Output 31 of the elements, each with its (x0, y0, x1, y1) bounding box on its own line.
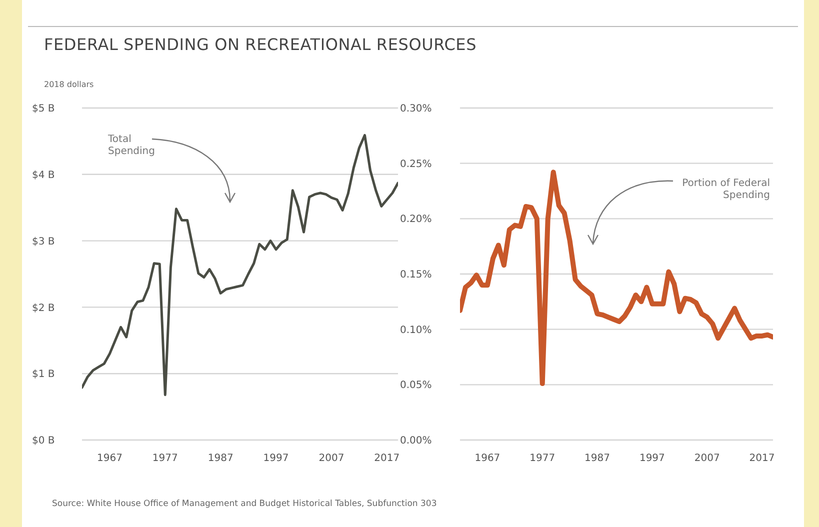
x-tick-label: 1987 (584, 453, 610, 464)
x-tick-label: 1967 (96, 453, 122, 464)
y-tick-label: 0.25% (400, 158, 432, 170)
text: Total Spending (108, 134, 156, 158)
y-tick-label: 0.20% (400, 214, 432, 226)
line-series (82, 134, 398, 396)
y-tick-label: 0.10% (400, 324, 432, 336)
y-tick-label: $1 B (32, 369, 55, 380)
x-tick-label: 2017 (374, 453, 400, 464)
x-tick-label: 1977 (152, 453, 178, 464)
y-tick-label: $3 B (32, 236, 55, 248)
x-tick-label: 2007 (318, 453, 344, 464)
y-axis-title: 2018 dollars (44, 80, 94, 89)
chart-title: FEDERAL SPENDING ON RECREATIONAL RESOURCES (44, 35, 477, 54)
x-tick-label: 1977 (530, 453, 556, 464)
x-tick-label: 2017 (749, 453, 775, 464)
y-tick-label: $4 B (32, 170, 55, 181)
y-tick-label: 0.30% (400, 104, 432, 115)
y-tick-label: 0.00% (400, 436, 432, 447)
text: Portion of Federal Spending (681, 178, 770, 202)
x-tick-label: 1997 (263, 453, 289, 464)
y-tick-label: $2 B (32, 302, 55, 314)
x-tick-label: 1967 (474, 453, 500, 464)
y-tick-label: $5 B (32, 104, 55, 115)
y-tick-label: $0 B (32, 436, 55, 447)
source-note: Source: White House Office of Management and Budget Historical Tables, Subfunction 303 (52, 499, 437, 509)
x-tick-label: 1987 (208, 453, 234, 464)
x-tick-label: 1997 (639, 453, 665, 464)
x-tick-label: 2007 (694, 453, 720, 464)
y-tick-label: 0.05% (400, 380, 432, 392)
y-tick-label: 0.15% (400, 270, 432, 281)
